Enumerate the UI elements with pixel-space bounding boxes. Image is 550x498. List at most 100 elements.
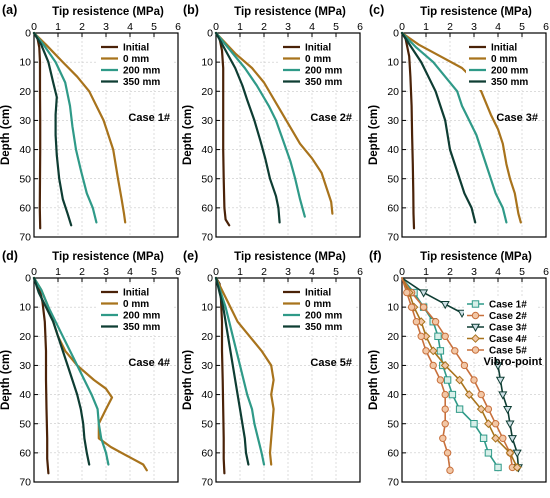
x-tick-label: 6 <box>543 266 549 278</box>
y-tick-label: 50 <box>201 418 213 430</box>
y-tick-label: 20 <box>387 86 399 98</box>
y-tick-label: 60 <box>201 447 213 459</box>
legend-label: 0 mm <box>305 299 331 310</box>
y-tick-label: 20 <box>387 331 399 343</box>
y-tick-label: 60 <box>201 202 213 214</box>
y-tick-label: 70 <box>387 477 399 489</box>
legend-label: 350 mm <box>305 322 342 333</box>
y-tick-label: 30 <box>387 115 399 127</box>
y-tick-label: 60 <box>387 447 399 459</box>
case-annotation: Case 2# <box>310 112 352 124</box>
series-marker <box>443 376 452 384</box>
y-tick-label: 20 <box>19 331 31 343</box>
series-marker <box>479 434 488 442</box>
legend-marker <box>471 334 480 343</box>
x-tick-label: 4 <box>495 21 501 33</box>
x-tick-label: 0 <box>213 266 219 278</box>
series-marker <box>441 390 449 399</box>
legend-label: 350 mm <box>491 77 528 88</box>
case-annotation: Case 4# <box>128 357 170 369</box>
y-tick-label: 30 <box>19 360 31 372</box>
series-line-350-mm <box>214 276 250 466</box>
y-tick-label: 40 <box>19 389 31 401</box>
x-tick-label: 6 <box>357 21 363 33</box>
x-tick-label: 4 <box>127 21 133 33</box>
y-axis-title: Depth (cm) <box>368 350 380 410</box>
y-tick-label: 50 <box>19 173 31 185</box>
series-line-200-mm <box>32 276 110 466</box>
y-tick-label: 70 <box>201 232 213 244</box>
case-annotation: Case 3# <box>496 112 538 124</box>
series-marker <box>441 405 449 413</box>
y-tick-label: 20 <box>201 86 213 98</box>
case-annotation: Case 1# <box>128 112 170 124</box>
y-axis-title: Depth (cm) <box>0 105 12 165</box>
series-line-initial <box>214 31 231 227</box>
series-marker <box>512 463 522 472</box>
series-marker <box>434 332 442 340</box>
y-tick-label: 70 <box>19 232 31 244</box>
y-tick-label: 60 <box>387 202 399 214</box>
series-marker <box>412 318 421 326</box>
x-tick-label: 3 <box>471 266 477 278</box>
series-line-350-mm <box>214 31 281 224</box>
legend-label: 0 mm <box>491 54 517 65</box>
x-tick-label: 1 <box>237 21 243 33</box>
legend-label: 200 mm <box>305 66 342 77</box>
y-tick-label: 40 <box>387 389 399 401</box>
legend-marker <box>471 311 480 320</box>
series-marker <box>484 405 493 413</box>
x-tick-label: 5 <box>151 266 157 278</box>
series-marker <box>477 390 485 399</box>
x-tick-label: 3 <box>285 266 291 278</box>
legend-label: 350 mm <box>123 77 160 88</box>
y-tick-label: 60 <box>19 202 31 214</box>
series-marker <box>440 301 450 310</box>
series-line-200-mm <box>214 31 306 218</box>
y-tick-label: 50 <box>201 173 213 185</box>
y-tick-label: 30 <box>201 360 213 372</box>
x-tick-label: 4 <box>495 266 501 278</box>
series-marker <box>498 391 508 400</box>
series-marker <box>443 449 452 457</box>
series-marker <box>439 434 447 442</box>
y-tick-label: 0 <box>393 28 399 40</box>
y-tick-label: 60 <box>19 447 31 459</box>
x-tick-label: 6 <box>543 21 549 33</box>
y-tick-label: 40 <box>201 389 213 401</box>
series-marker <box>419 289 429 298</box>
series-marker <box>499 434 507 442</box>
y-tick-label: 40 <box>201 144 213 156</box>
y-axis-title: Depth (cm) <box>182 350 194 410</box>
series-line-350-mm <box>32 31 73 227</box>
series-marker <box>436 347 445 355</box>
series-marker <box>455 375 465 385</box>
legend-label: 200 mm <box>491 66 528 77</box>
series-line-0-mm <box>214 31 334 215</box>
y-tick-label: 30 <box>201 115 213 127</box>
legend-marker <box>471 300 480 308</box>
legend-label: 0 mm <box>305 54 331 65</box>
series-marker <box>476 404 486 414</box>
series-marker <box>512 449 522 458</box>
series-marker <box>419 303 428 311</box>
series-marker <box>457 309 467 319</box>
x-tick-label: 1 <box>55 266 61 278</box>
series-line-0-mm <box>400 31 522 224</box>
x-tick-label: 6 <box>357 266 363 278</box>
series-marker <box>494 463 502 472</box>
series-marker <box>428 346 438 356</box>
y-tick-label: 30 <box>387 360 399 372</box>
series-marker <box>503 405 513 415</box>
case-annotation: Case 5# <box>310 357 352 369</box>
series-marker <box>495 376 505 386</box>
y-tick-label: 0 <box>207 28 213 40</box>
y-tick-label: 70 <box>19 477 31 489</box>
series-marker <box>446 466 454 475</box>
series-marker <box>507 435 517 444</box>
series-marker <box>460 361 469 370</box>
